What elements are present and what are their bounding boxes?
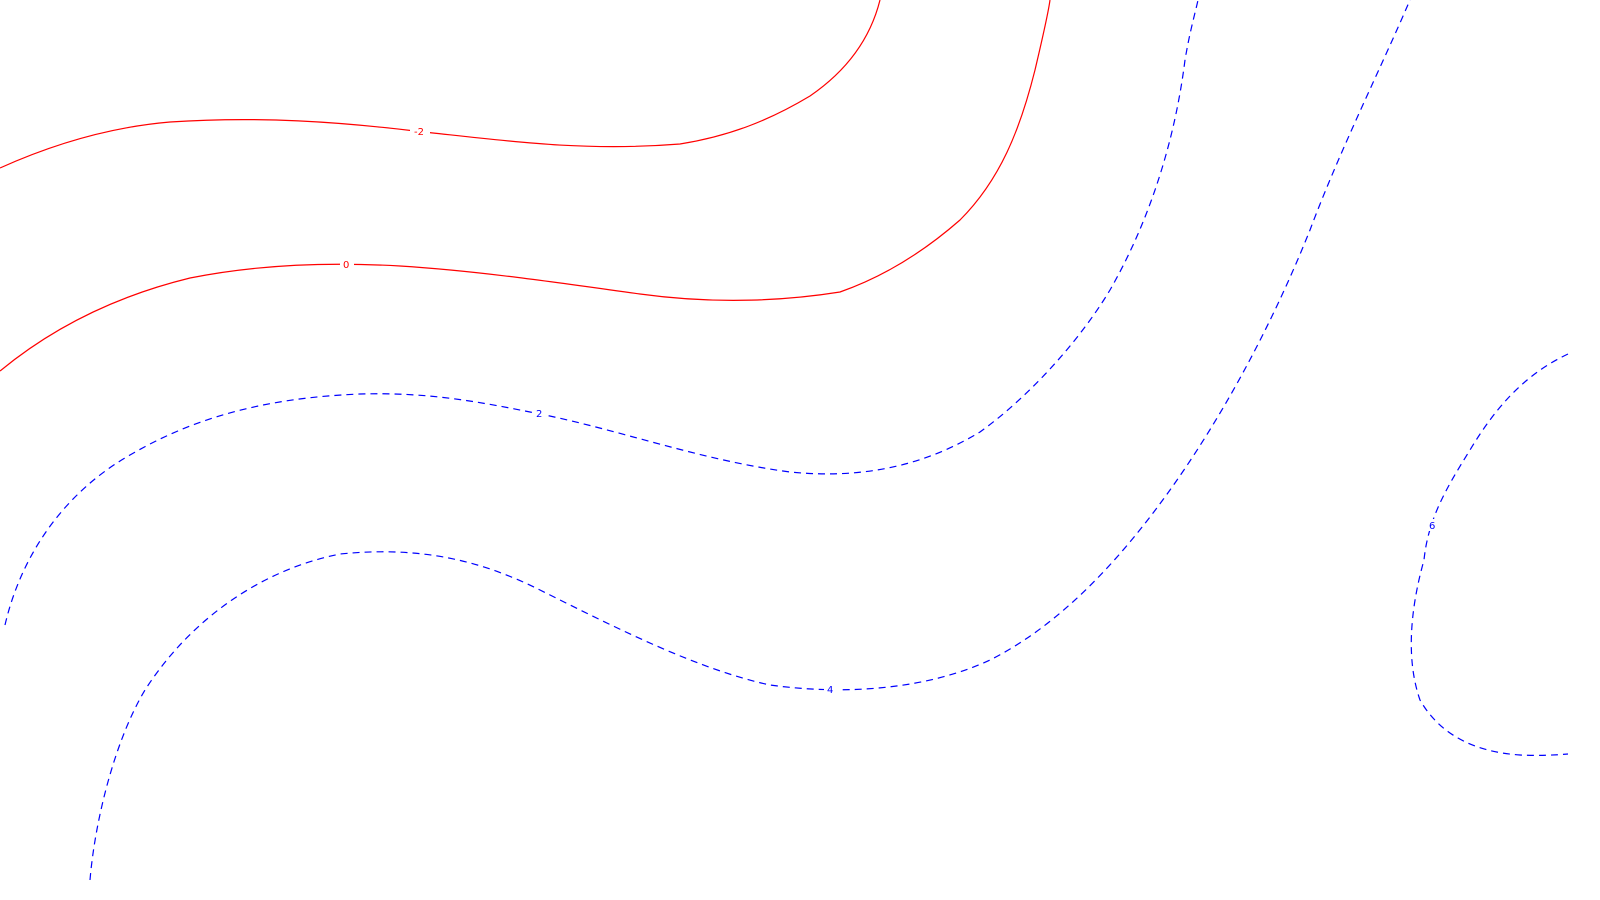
contour-line-2: 2: [4, 0, 1199, 626]
contour-line-6: 6: [1410, 353, 1569, 757]
contour-label-bg: [340, 258, 354, 270]
contour-label-bg: [410, 125, 430, 137]
contour-label-bg: [824, 683, 838, 695]
contour-label-minus-2: -2: [414, 127, 424, 138]
contour-path-2: [4, 0, 1199, 626]
contour-path-0: [0, 0, 1051, 372]
contour-label-6: 6: [1429, 521, 1435, 532]
contour-path-4: [89, 0, 1411, 881]
contour-label-bg: [1426, 519, 1440, 531]
contour-line-minus-2: -2: [0, 0, 881, 169]
contour-line-4: 4: [89, 0, 1411, 881]
contour-line-0: 0: [0, 0, 1051, 372]
contour-label-4: 4: [827, 685, 833, 696]
contour-label-2: 2: [536, 409, 542, 420]
contour-label-bg: [533, 407, 547, 419]
contour-label-0: 0: [343, 260, 349, 271]
contour-path-minus-2: [0, 0, 881, 169]
contour-path-6: [1410, 353, 1569, 757]
